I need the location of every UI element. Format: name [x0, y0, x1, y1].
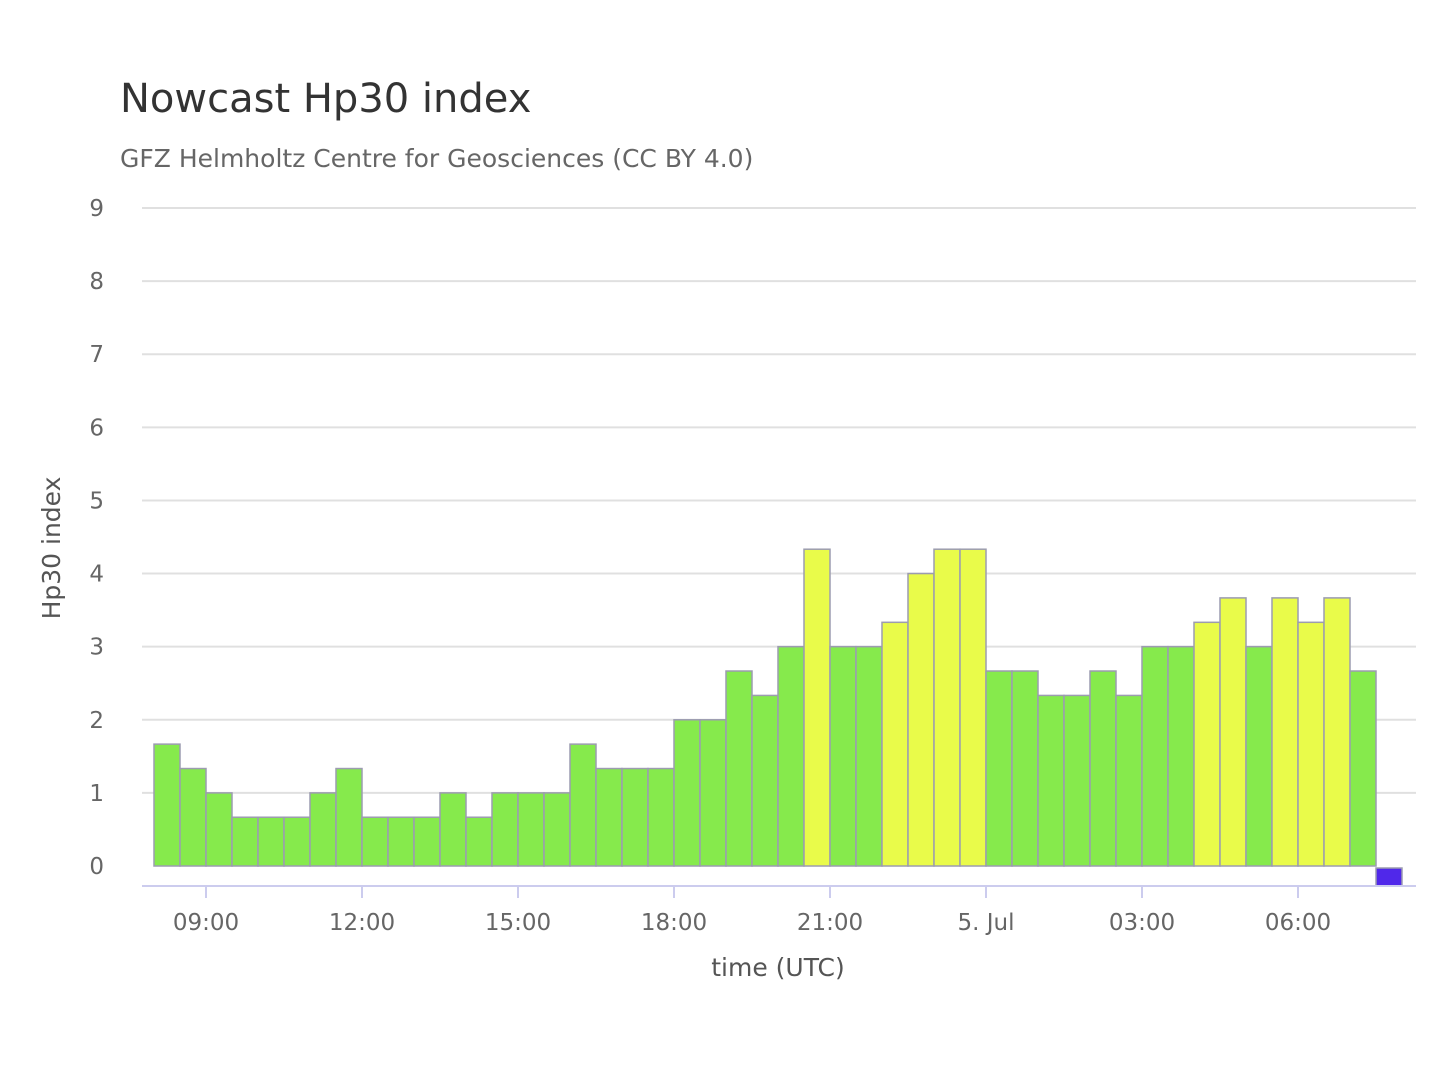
- x-axis: 09:00 12:00 15:00 18:00 21:00 5. Jul 03:00 06:0…: [142, 885, 1416, 936]
- y-tick-label: 9: [89, 196, 104, 222]
- bar[interactable]: [1063, 694, 1091, 867]
- bar[interactable]: [1037, 694, 1065, 867]
- bar[interactable]: [699, 719, 727, 867]
- bar[interactable]: [387, 816, 415, 867]
- bar[interactable]: [465, 816, 493, 867]
- y-tick-label: 4: [89, 562, 104, 588]
- bar[interactable]: [751, 694, 779, 867]
- y-axis-ticks: 0 1 2 3 4 5 6 7 8 9: [89, 196, 104, 880]
- bar[interactable]: [335, 767, 363, 867]
- bar[interactable]: [517, 792, 545, 867]
- chart-title: Nowcast Hp30 index: [120, 76, 532, 122]
- bar[interactable]: [1089, 670, 1117, 867]
- bar[interactable]: [725, 670, 753, 867]
- y-axis-title: Hp30 index: [37, 477, 66, 620]
- bar[interactable]: [309, 792, 337, 867]
- y-tick-label: 1: [89, 781, 104, 807]
- x-axis-title: time (UTC): [711, 953, 845, 982]
- bar[interactable]: [1167, 645, 1195, 867]
- bar[interactable]: [153, 743, 181, 867]
- bar[interactable]: [1193, 621, 1221, 867]
- bar[interactable]: [959, 548, 987, 867]
- bar[interactable]: [257, 816, 285, 867]
- y-tick-label: 5: [89, 488, 104, 514]
- bar-series: [153, 548, 1403, 887]
- y-tick-label: 6: [89, 415, 104, 441]
- x-tick-label: 09:00: [173, 910, 239, 936]
- bar[interactable]: [1271, 597, 1299, 867]
- bar[interactable]: [985, 670, 1013, 867]
- bar[interactable]: [1349, 670, 1377, 867]
- bar[interactable]: [569, 743, 597, 867]
- bar[interactable]: [439, 792, 467, 867]
- bar[interactable]: [179, 767, 207, 867]
- bar[interactable]: [907, 572, 935, 867]
- x-tick-label: 21:00: [797, 910, 863, 936]
- bar[interactable]: [1245, 645, 1273, 867]
- bar[interactable]: [803, 548, 831, 867]
- bar[interactable]: [231, 816, 259, 867]
- bar[interactable]: [1115, 694, 1143, 867]
- bar[interactable]: [1011, 670, 1039, 867]
- bar[interactable]: [855, 645, 883, 867]
- bar[interactable]: [1141, 645, 1169, 867]
- bar[interactable]: [1219, 597, 1247, 867]
- bar[interactable]: [283, 816, 311, 867]
- bar[interactable]: [777, 645, 805, 867]
- bar[interactable]: [933, 548, 961, 867]
- bar[interactable]: [673, 719, 701, 867]
- bar[interactable]: [1375, 867, 1403, 887]
- bar[interactable]: [1297, 621, 1325, 867]
- y-tick-label: 0: [89, 854, 104, 880]
- bar[interactable]: [881, 621, 909, 867]
- y-tick-label: 3: [89, 635, 104, 661]
- bar[interactable]: [621, 767, 649, 867]
- x-tick-label: 18:00: [641, 910, 707, 936]
- y-tick-label: 8: [89, 269, 104, 295]
- bar[interactable]: [647, 767, 675, 867]
- bar[interactable]: [205, 792, 233, 867]
- bar[interactable]: [543, 792, 571, 867]
- bar[interactable]: [413, 816, 441, 867]
- bar[interactable]: [829, 645, 857, 867]
- bar[interactable]: [1323, 597, 1351, 867]
- chart-subtitle: GFZ Helmholtz Centre for Geosciences (CC…: [120, 144, 754, 173]
- x-tick-label: 12:00: [329, 910, 395, 936]
- bar[interactable]: [595, 767, 623, 867]
- x-tick-label: 06:00: [1265, 910, 1331, 936]
- y-tick-label: 7: [89, 342, 104, 368]
- x-tick-label: 03:00: [1109, 910, 1175, 936]
- bar[interactable]: [491, 792, 519, 867]
- bar[interactable]: [361, 816, 389, 867]
- x-tick-label: 15:00: [485, 910, 551, 936]
- y-tick-label: 2: [89, 708, 104, 734]
- x-tick-label: 5. Jul: [957, 910, 1014, 936]
